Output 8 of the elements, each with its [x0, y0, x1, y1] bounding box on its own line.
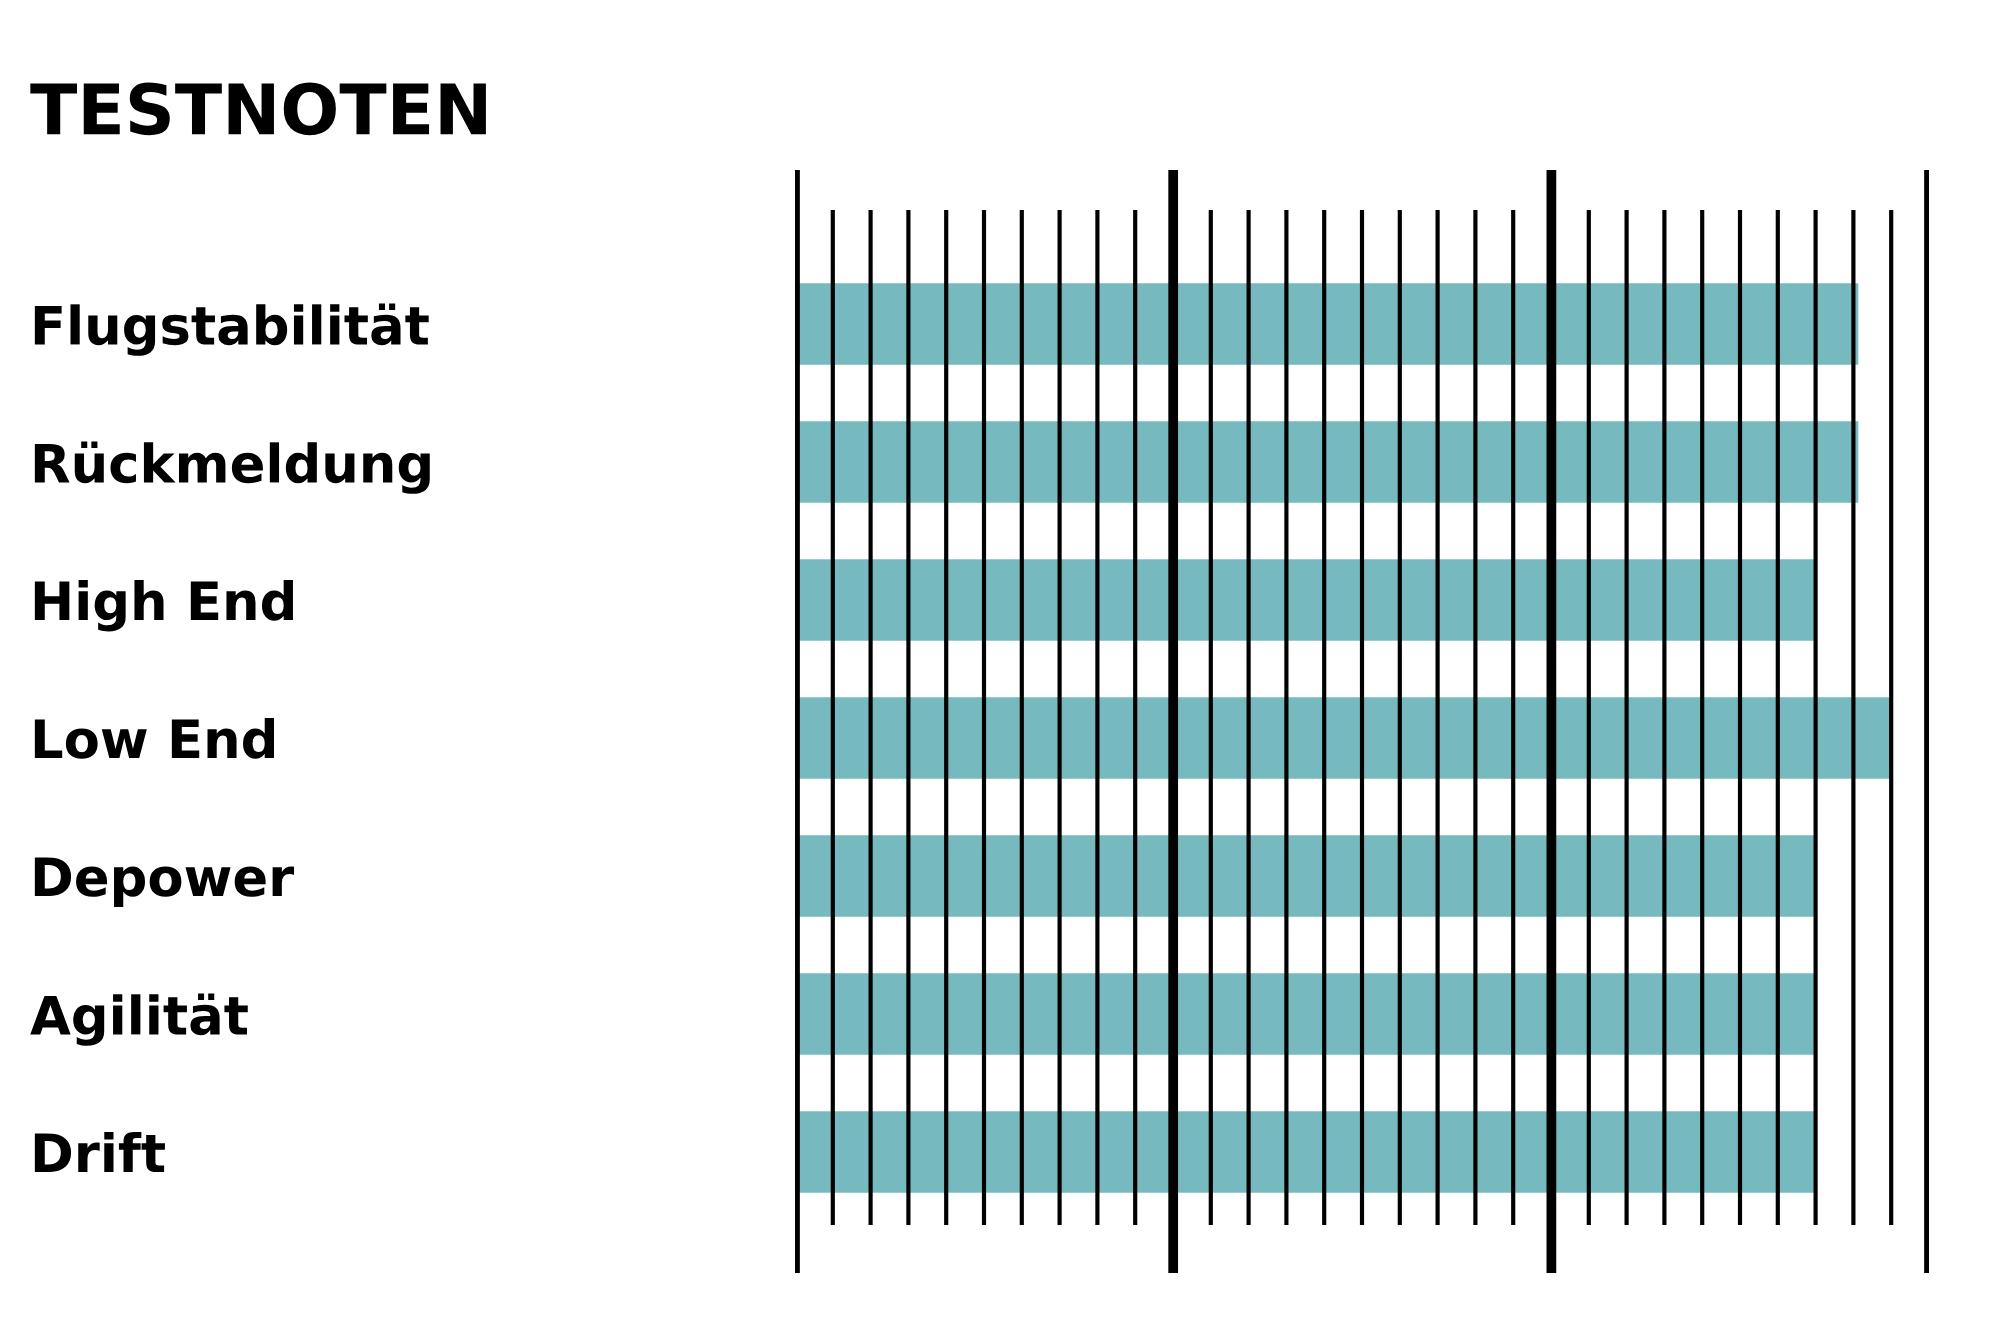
- chart-title: TESTNOTEN: [30, 82, 486, 136]
- y-tick-label: High End: [34, 579, 293, 632]
- y-tick-label: Low End: [34, 717, 274, 759]
- y-tick-label: Agilität: [30, 993, 248, 1046]
- y-tick-label: Flugstabilität: [34, 303, 429, 356]
- y-tick-label: Rückmeldung: [34, 441, 430, 494]
- y-tick-label: Drift: [34, 1131, 165, 1173]
- y-tick-label: Depower: [34, 857, 295, 908]
